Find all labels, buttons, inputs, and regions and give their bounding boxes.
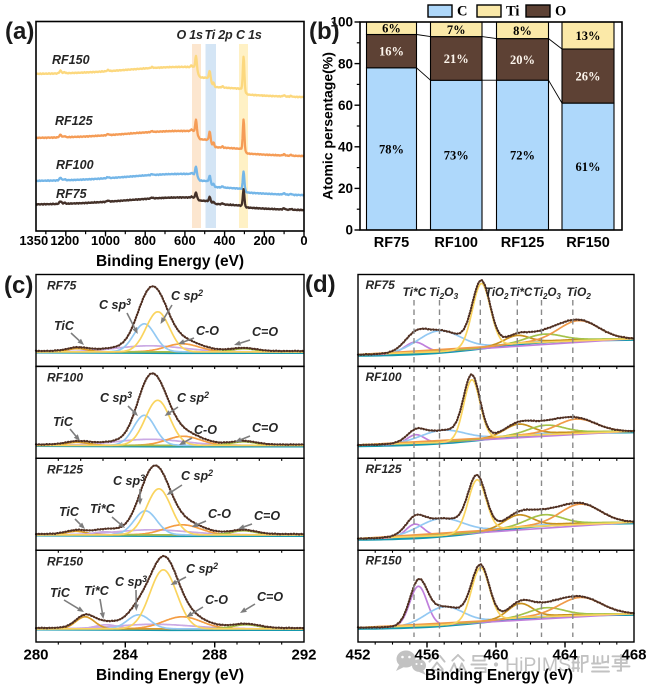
svg-text:C=O: C=O xyxy=(254,509,280,523)
svg-text:TiC: TiC xyxy=(54,319,75,333)
svg-text:Ti: Ti xyxy=(506,4,519,20)
svg-text:C=O: C=O xyxy=(252,421,278,435)
svg-text:26%: 26% xyxy=(576,70,601,84)
svg-text:Binding Energy (eV): Binding Energy (eV) xyxy=(425,667,573,684)
svg-text:Atomic persentage(%): Atomic persentage(%) xyxy=(320,52,336,200)
svg-text:288: 288 xyxy=(202,647,227,664)
svg-text:TiO2: TiO2 xyxy=(485,287,509,301)
svg-text:1350: 1350 xyxy=(19,233,48,248)
svg-text:200: 200 xyxy=(253,233,275,248)
svg-text:20: 20 xyxy=(338,181,353,196)
svg-text:1000: 1000 xyxy=(91,233,120,248)
svg-text:80: 80 xyxy=(338,56,353,71)
svg-text:(b): (b) xyxy=(309,18,340,45)
svg-text:460: 460 xyxy=(483,647,508,664)
svg-text:16%: 16% xyxy=(379,45,404,59)
svg-text:60: 60 xyxy=(338,98,353,113)
svg-text:0: 0 xyxy=(300,233,307,248)
svg-text:C sp2: C sp2 xyxy=(171,288,203,303)
svg-text:(d): (d) xyxy=(305,271,336,298)
svg-text:73%: 73% xyxy=(444,149,469,163)
svg-text:Ti*C: Ti*C xyxy=(510,287,533,299)
svg-text:RF75: RF75 xyxy=(374,235,409,251)
svg-text:72%: 72% xyxy=(510,149,535,163)
svg-text:0: 0 xyxy=(345,223,353,238)
svg-text:284: 284 xyxy=(113,647,139,664)
svg-text:Ti*C: Ti*C xyxy=(403,285,427,299)
svg-text:6%: 6% xyxy=(382,22,401,36)
svg-text:RF75: RF75 xyxy=(56,187,88,201)
svg-text:100: 100 xyxy=(330,15,353,30)
svg-text:280: 280 xyxy=(23,647,48,664)
svg-text:C=O: C=O xyxy=(257,590,283,604)
svg-text:13%: 13% xyxy=(576,29,601,43)
svg-text:Ti*C: Ti*C xyxy=(84,584,110,598)
svg-text:400: 400 xyxy=(214,233,236,248)
svg-text:Binding Energy (eV): Binding Energy (eV) xyxy=(96,667,244,684)
svg-text:Ti2O3: Ti2O3 xyxy=(429,285,458,301)
svg-text:HiPIMS: HiPIMS xyxy=(505,654,571,676)
svg-text:C-O: C-O xyxy=(205,593,228,607)
svg-text:RF100: RF100 xyxy=(56,158,94,172)
svg-text:RF125: RF125 xyxy=(501,235,545,251)
svg-text:C sp3: C sp3 xyxy=(99,297,131,312)
svg-text:(c): (c) xyxy=(4,272,33,299)
svg-text:RF75: RF75 xyxy=(47,279,77,293)
svg-text:C sp3: C sp3 xyxy=(115,574,147,589)
svg-text:292: 292 xyxy=(291,647,316,664)
svg-text:TiC: TiC xyxy=(50,586,71,600)
svg-text:C-O: C-O xyxy=(194,423,217,437)
svg-text:8%: 8% xyxy=(513,24,532,38)
svg-text:RF100: RF100 xyxy=(47,371,83,385)
svg-text:RF125: RF125 xyxy=(55,114,94,128)
svg-text:C sp3: C sp3 xyxy=(113,473,145,488)
svg-text:O: O xyxy=(555,4,566,20)
svg-text:40: 40 xyxy=(338,140,353,155)
svg-text:468: 468 xyxy=(621,647,646,664)
svg-text:C-O: C-O xyxy=(196,324,219,338)
svg-text:RF100: RF100 xyxy=(366,370,402,384)
svg-text:464: 464 xyxy=(552,647,578,664)
svg-text:C=O: C=O xyxy=(252,325,278,339)
svg-text:TiC: TiC xyxy=(59,505,80,519)
svg-text:Binding Energy (eV): Binding Energy (eV) xyxy=(96,253,244,270)
svg-text:TiC: TiC xyxy=(53,415,74,429)
svg-text:C 1s: C 1s xyxy=(236,28,262,42)
svg-text:O 1s: O 1s xyxy=(177,28,204,42)
svg-text:RF125: RF125 xyxy=(47,463,83,477)
svg-text:78%: 78% xyxy=(379,142,404,156)
svg-text:RF150: RF150 xyxy=(52,53,90,67)
svg-text:600: 600 xyxy=(174,233,196,248)
svg-text:RF150: RF150 xyxy=(47,554,83,568)
svg-text:RF150: RF150 xyxy=(566,235,610,251)
svg-text:7%: 7% xyxy=(447,23,466,37)
svg-text:RF150: RF150 xyxy=(366,554,402,568)
svg-text:1200: 1200 xyxy=(50,233,79,248)
svg-text:RF100: RF100 xyxy=(434,235,478,251)
svg-text:RF125: RF125 xyxy=(366,462,402,476)
svg-text:Ti 2p: Ti 2p xyxy=(205,28,234,42)
svg-text:TiO2: TiO2 xyxy=(567,285,592,301)
svg-text:C sp2: C sp2 xyxy=(181,468,213,483)
svg-text:C sp2: C sp2 xyxy=(186,561,218,576)
svg-text:Ti2O3: Ti2O3 xyxy=(533,287,561,301)
svg-text:800: 800 xyxy=(134,233,156,248)
svg-text:C sp3: C sp3 xyxy=(100,390,132,405)
svg-text:456: 456 xyxy=(414,647,439,664)
svg-text:C: C xyxy=(457,4,467,20)
svg-text:(a): (a) xyxy=(5,18,34,45)
svg-text:21%: 21% xyxy=(444,52,469,66)
svg-text:20%: 20% xyxy=(510,53,535,67)
svg-text:C sp2: C sp2 xyxy=(177,390,209,405)
svg-text:RF75: RF75 xyxy=(366,278,396,292)
svg-text:61%: 61% xyxy=(576,160,601,174)
svg-text:Ti*C: Ti*C xyxy=(90,502,116,516)
svg-text:452: 452 xyxy=(345,647,370,664)
svg-text:C-O: C-O xyxy=(208,507,231,521)
